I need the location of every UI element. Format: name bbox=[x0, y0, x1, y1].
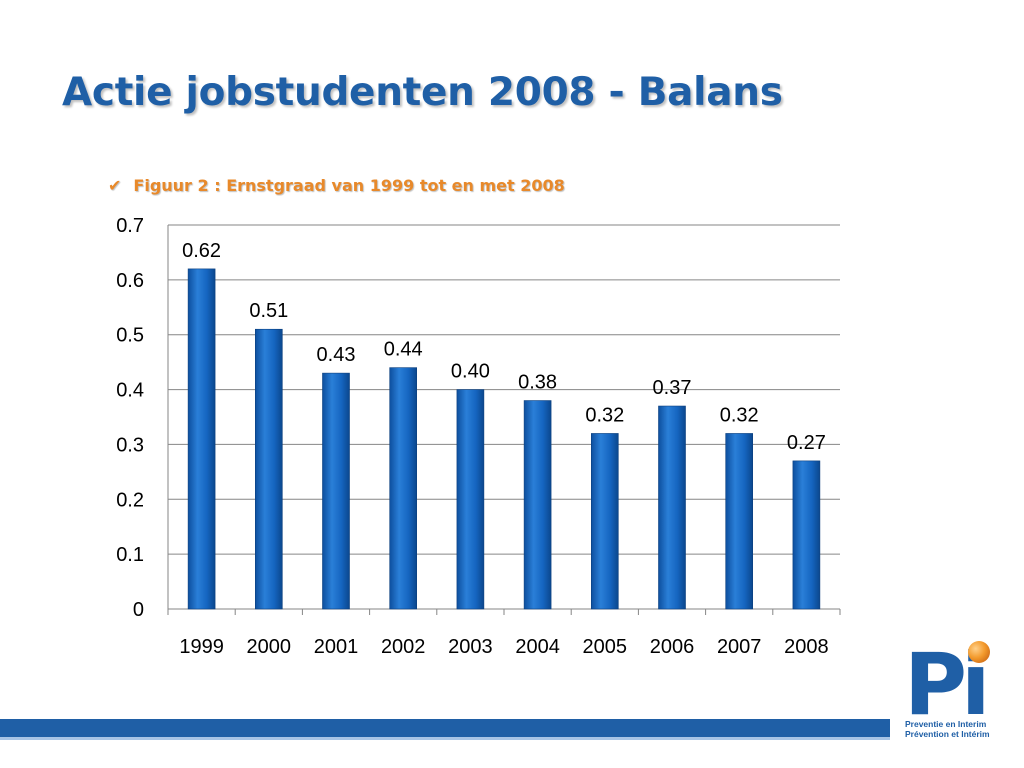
data-label-2004: 0.38 bbox=[518, 372, 557, 394]
subtitle-row: ✔ Figuur 2 : Ernstgraad van 1999 tot en m… bbox=[108, 176, 565, 195]
data-label-2001: 0.43 bbox=[317, 344, 356, 366]
x-category-label: 1999 bbox=[179, 636, 224, 658]
y-tick-label: 0 bbox=[133, 599, 144, 621]
x-category-label: 2005 bbox=[583, 636, 628, 658]
data-label-2002: 0.44 bbox=[384, 339, 423, 361]
x-category-label: 2003 bbox=[448, 636, 493, 658]
x-category-label: 2001 bbox=[314, 636, 359, 658]
bar-2006 bbox=[658, 405, 686, 610]
bar-2005 bbox=[590, 433, 619, 610]
y-tick-label: 0.2 bbox=[116, 489, 144, 511]
x-category-label: 2006 bbox=[650, 636, 695, 658]
pi-logo: Pi bbox=[904, 638, 991, 735]
bar-2008 bbox=[792, 460, 821, 610]
y-tick-label: 0.1 bbox=[116, 544, 144, 566]
bars bbox=[187, 268, 821, 610]
data-label-2003: 0.40 bbox=[451, 361, 490, 383]
x-category-label: 2000 bbox=[247, 636, 292, 658]
labels: 0 0.1 0.2 0.3 0.4 0.5 0.6 0.7 0.62 1999 0.51 2000 0.… bbox=[116, 215, 828, 658]
x-category-label: 2008 bbox=[784, 636, 829, 658]
y-tick-label: 0.7 bbox=[116, 215, 144, 237]
y-tick-label: 0.3 bbox=[116, 434, 144, 456]
y-tick-label: 0.4 bbox=[116, 380, 144, 402]
chart-subtitle: Figuur 2 : Ernstgraad van 1999 tot en me… bbox=[133, 176, 565, 195]
data-label-2000: 0.51 bbox=[249, 300, 288, 322]
logo-line-1: Preventie en Interim bbox=[905, 719, 987, 729]
logo-line-2: Prévention et Intérim bbox=[905, 729, 990, 739]
y-tick-label: 0.5 bbox=[116, 325, 144, 347]
data-label-2005: 0.32 bbox=[585, 404, 624, 426]
slide-title: Actie jobstudenten 2008 - Balans bbox=[62, 70, 783, 115]
data-label-2007: 0.32 bbox=[720, 404, 759, 426]
x-category-label: 2004 bbox=[515, 636, 560, 658]
footer-bar-accent bbox=[0, 737, 890, 740]
y-tick-label: 0.6 bbox=[116, 270, 144, 292]
bar-2004 bbox=[523, 400, 552, 610]
logo-orange-dot bbox=[968, 641, 990, 663]
bar-2007 bbox=[725, 433, 754, 610]
footer-bar bbox=[0, 719, 890, 737]
data-label-2008: 0.27 bbox=[787, 432, 826, 454]
x-category-label: 2007 bbox=[717, 636, 762, 658]
bar-2000 bbox=[255, 328, 283, 610]
data-label-1999: 0.62 bbox=[182, 240, 221, 262]
bar-chart: 0 0.1 0.2 0.3 0.4 0.5 0.6 0.7 0.62 1999 0.51 2000 0.… bbox=[116, 215, 841, 658]
checkmark-icon: ✔ bbox=[108, 176, 122, 195]
bar-1999 bbox=[187, 268, 216, 610]
x-category-label: 2002 bbox=[381, 636, 426, 658]
bar-2001 bbox=[322, 372, 350, 610]
data-label-2006: 0.37 bbox=[653, 377, 692, 399]
bar-2003 bbox=[456, 389, 485, 610]
bar-2002 bbox=[389, 367, 418, 610]
